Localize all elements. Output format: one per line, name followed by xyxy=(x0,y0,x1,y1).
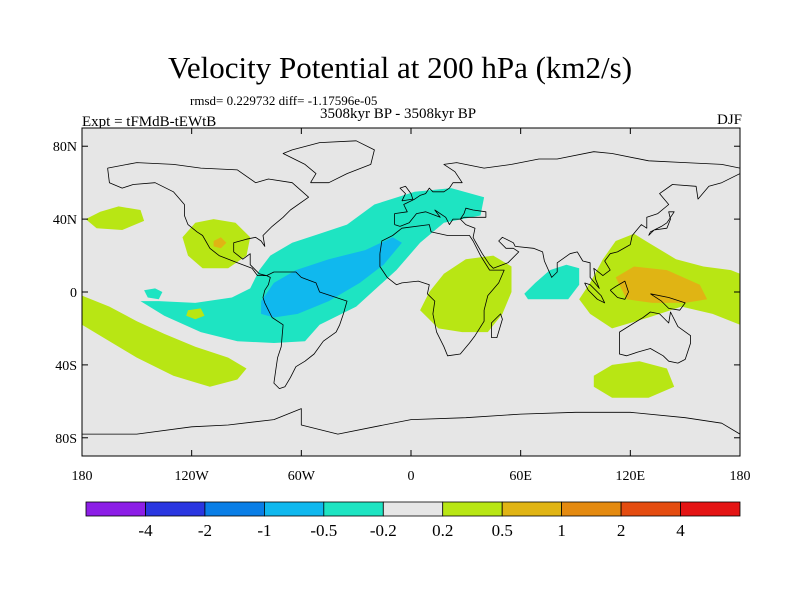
colorbar-label: 0.5 xyxy=(492,521,513,540)
y-axis: 80N 40N 0 40S 80S xyxy=(53,140,740,447)
colorbar-label: 0.2 xyxy=(432,521,453,540)
colorbar: -4 -2 -1 -0.5 -0.2 0.2 0.5 1 2 4 xyxy=(85,501,741,540)
coastline-africa xyxy=(379,224,505,357)
coastline-madagascar xyxy=(490,313,503,339)
coastline-eurasia xyxy=(394,151,740,289)
colorbar-label: 1 xyxy=(557,521,566,540)
x-tick-label: 120W xyxy=(175,469,210,484)
colorbar-swatch xyxy=(442,501,503,517)
y-tick-label: 40S xyxy=(55,359,77,374)
y-tick-label: 80N xyxy=(53,140,77,155)
x-tick-label: 180 xyxy=(730,469,751,484)
colorbar-swatch xyxy=(85,501,146,517)
coastline-greenland xyxy=(282,140,375,184)
chart-title: Velocity Potential at 200 hPa (km2/s) xyxy=(167,50,633,85)
anomaly-region-north-pacific-positive xyxy=(85,206,145,230)
colorbar-swatch xyxy=(620,501,681,517)
period-label: 3508kyr BP - 3508kyr BP xyxy=(320,106,477,122)
coastline-north-america xyxy=(107,162,310,277)
y-tick-label: 40N xyxy=(53,213,77,228)
colorbar-swatch xyxy=(561,501,622,517)
experiment-label: Expt = tFMdB-tEWtB xyxy=(82,114,217,130)
coastline-south-america xyxy=(262,271,348,390)
anomaly-regions xyxy=(82,188,740,398)
x-tick-label: 0 xyxy=(408,469,415,484)
colorbar-label: -0.5 xyxy=(310,521,337,540)
colorbar-label: -1 xyxy=(257,521,271,540)
coastline-borneo xyxy=(609,280,629,300)
colorbar-label: 2 xyxy=(617,521,626,540)
anomaly-region-south-pacific-positive xyxy=(82,295,247,387)
season-label: DJF xyxy=(716,112,742,128)
colorbar-swatch xyxy=(382,501,444,517)
colorbar-label: 4 xyxy=(676,521,685,540)
colorbar-label: -0.2 xyxy=(370,521,397,540)
coastline-japan xyxy=(648,211,675,236)
y-tick-label: 80S xyxy=(55,432,77,447)
rmsd-stats: rmsd= 0.229732 diff= -1.17596e-05 xyxy=(190,93,378,108)
x-tick-label: 60E xyxy=(509,469,532,484)
coastline-australia xyxy=(619,311,691,364)
colorbar-swatch xyxy=(204,501,265,517)
y-tick-label: 0 xyxy=(70,286,77,301)
coastline-new-guinea xyxy=(650,293,686,311)
anomaly-region-southern-ocean-positive xyxy=(593,361,675,398)
colorbar-swatch xyxy=(501,501,563,517)
anomaly-region-small-pacific-positive xyxy=(186,308,205,320)
anomaly-region-maritime-continent-core xyxy=(615,266,708,303)
anomaly-region-tropical-atlantic-negative xyxy=(261,237,402,318)
colorbar-swatch xyxy=(263,501,325,517)
coastline-antarctica xyxy=(82,408,740,435)
anomaly-region-central-america-core xyxy=(213,237,227,249)
x-axis: 180 120W 60W 0 60E 120E 180 xyxy=(72,128,751,484)
land-outlines xyxy=(82,140,740,435)
colorbar-swatch xyxy=(145,501,206,517)
coastline-britain xyxy=(399,185,414,202)
coastline-sumatra xyxy=(584,282,606,304)
anomaly-region-indian-ocean-negative xyxy=(524,264,580,300)
anomaly-region-central-pacific-negative xyxy=(144,288,163,300)
x-tick-label: 180 xyxy=(72,469,93,484)
x-tick-label: 120E xyxy=(616,469,646,484)
colorbar-swatch xyxy=(323,501,384,517)
colorbar-label: -4 xyxy=(138,521,153,540)
x-tick-label: 60W xyxy=(288,469,316,484)
anomaly-region-africa-positive xyxy=(420,255,512,333)
colorbar-label: -2 xyxy=(198,521,212,540)
colorbar-swatch xyxy=(680,501,741,517)
